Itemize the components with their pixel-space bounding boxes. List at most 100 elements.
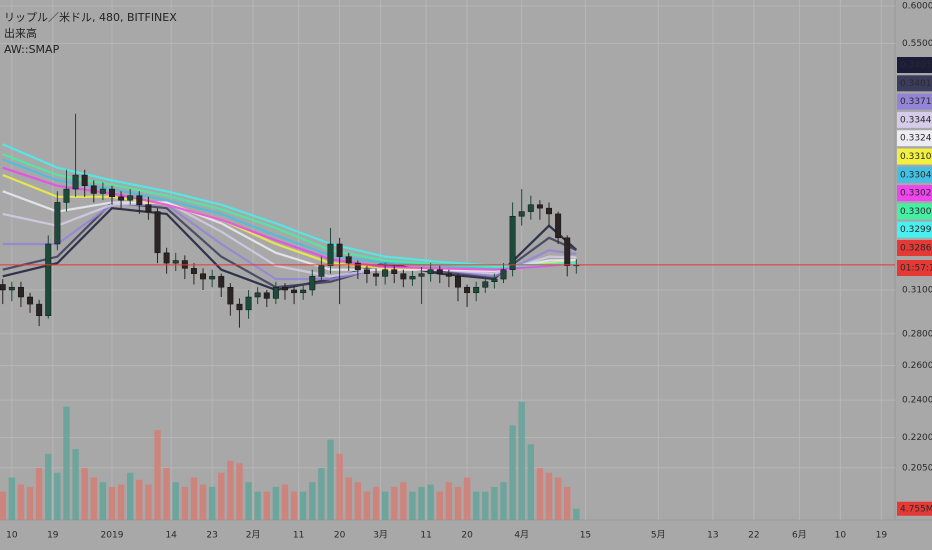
volume-bar [17, 484, 25, 520]
x-tick-label: 22 [748, 531, 759, 541]
volume-bar [336, 453, 343, 520]
candle-body [200, 273, 207, 280]
volume-bar [500, 482, 507, 520]
ma-value-label: 0.3324 [900, 134, 932, 144]
ma-value-label: 0.3371 [900, 97, 932, 107]
ma-value-badge [897, 148, 932, 165]
candle-body [163, 252, 170, 264]
candle-body [454, 276, 461, 288]
candle-body [90, 185, 97, 194]
candle-body [172, 260, 179, 264]
candle-body [99, 188, 106, 194]
price-badge [897, 240, 932, 256]
candle-body [445, 273, 452, 277]
x-tick-label: 19 [876, 531, 888, 541]
volume-bar [509, 425, 516, 520]
volume-bar [372, 486, 380, 520]
ma-value-badge [897, 130, 932, 147]
volume-pane [0, 401, 580, 520]
candle-body [509, 215, 516, 270]
volume-bar [491, 486, 498, 520]
volume-bar [354, 482, 362, 520]
volume-bar [172, 482, 179, 520]
candle-body [17, 286, 24, 298]
volume-bar [181, 486, 189, 520]
candle-body [63, 188, 70, 203]
volume-bar [527, 444, 534, 520]
ma-value-label: 0.33049 [900, 170, 932, 180]
ma-value-badge [897, 185, 932, 202]
volume-bar [145, 484, 152, 520]
candle-body [436, 269, 443, 274]
candle-body [391, 269, 398, 274]
candle-body [0, 284, 6, 291]
x-tick-label: 20 [461, 531, 473, 541]
candle-body [363, 269, 370, 274]
candle-body [72, 174, 79, 190]
indicator-label: 出来高 [4, 26, 37, 40]
ma-value-badge [897, 203, 932, 220]
candle-body [263, 292, 270, 299]
volume-bar [35, 468, 43, 520]
volume-badge [897, 501, 932, 516]
ma-value-label: 0.33103 [900, 152, 932, 162]
volume-bar [363, 491, 371, 520]
x-tick-label: 20 [334, 531, 346, 541]
candle-body [127, 195, 134, 201]
candle-body [291, 289, 298, 294]
volume-label: 4.755M [900, 504, 932, 514]
x-tick-label: 13 [707, 531, 718, 541]
volume-bar [190, 477, 198, 520]
volume-bar [218, 472, 225, 520]
candle-body [36, 303, 43, 316]
x-tick-label: 11 [293, 531, 304, 541]
volume-bar [254, 491, 261, 520]
candle-body [145, 204, 152, 212]
volume-bar [8, 477, 16, 520]
volume-bar [45, 453, 52, 520]
volume-bar [63, 406, 70, 520]
candle-body [300, 289, 307, 294]
candle-body [245, 296, 252, 311]
candles [0, 113, 580, 328]
volume-bar [290, 491, 298, 520]
candle-body [491, 278, 498, 283]
candle-body [136, 195, 143, 205]
candle-body [555, 213, 562, 239]
volume-bar [381, 491, 389, 520]
candle-body [27, 296, 34, 305]
candle-body [518, 211, 525, 217]
candle-body [154, 211, 161, 254]
volume-bar [463, 477, 471, 520]
ma-value-label: 0.33022 [900, 189, 932, 199]
x-tick-label: 2月 [246, 530, 261, 541]
countdown-label: 01:57:19 [900, 264, 932, 274]
candle-body [8, 286, 15, 291]
candle-body [536, 204, 543, 209]
volume-bar [163, 468, 170, 520]
x-tick-label: 6月 [792, 530, 807, 541]
volume-bar [154, 430, 161, 520]
ma-value-label: 0.34039 [900, 61, 932, 71]
candle-body [482, 281, 489, 288]
x-tick-label: 19 [47, 531, 59, 541]
volume-bar [472, 491, 480, 520]
y-tick-label: 0.20500 [902, 463, 932, 473]
candle-body [236, 303, 243, 311]
volume-bar [90, 477, 97, 520]
candle-body [254, 292, 261, 298]
volume-bar [300, 491, 307, 520]
price-label: 0.32868 [900, 244, 932, 254]
volume-bar [345, 477, 352, 520]
candle-body [209, 276, 216, 280]
candle-body [564, 237, 571, 266]
x-tick-label: 5月 [651, 530, 666, 541]
candle-body [527, 204, 534, 212]
ma-value-label: 0.32991 [900, 225, 932, 235]
volume-bar [272, 486, 280, 520]
x-tick-label: 4月 [514, 530, 529, 541]
x-tick-label: 23 [206, 531, 217, 541]
